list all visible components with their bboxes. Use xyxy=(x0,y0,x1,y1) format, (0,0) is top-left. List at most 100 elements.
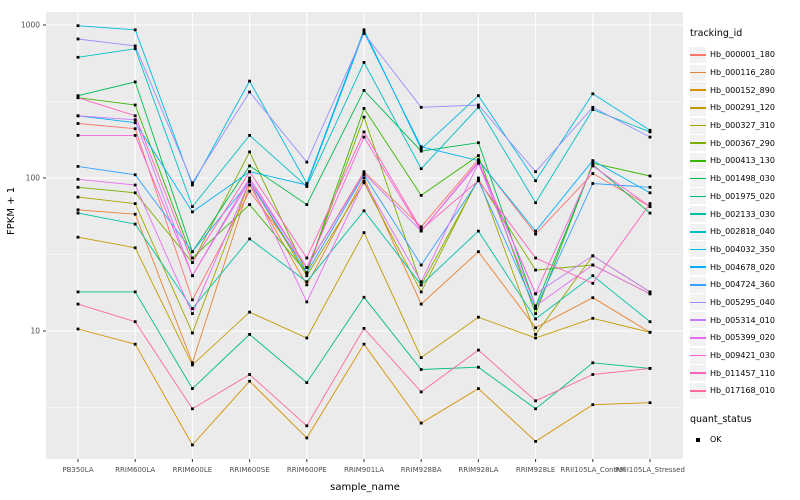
data-point xyxy=(76,327,80,331)
legend-key-swatch xyxy=(690,223,706,240)
legend-item-label: Hb_004678_020 xyxy=(710,262,775,272)
legend-item-label: Hb_002818_040 xyxy=(710,227,775,237)
legend-item-Hb_005295_040: Hb_005295_040 xyxy=(690,294,800,312)
data-point xyxy=(76,211,80,215)
legend-item-Hb_000327_310: Hb_000327_310 xyxy=(690,117,800,135)
legend-key-swatch xyxy=(690,259,706,276)
data-point xyxy=(133,320,137,324)
data-point xyxy=(305,266,309,269)
data-point xyxy=(248,373,251,376)
data-point xyxy=(419,145,423,149)
data-point xyxy=(76,235,80,239)
data-point xyxy=(248,164,251,168)
data-point xyxy=(305,185,309,188)
data-point xyxy=(419,167,423,171)
data-point xyxy=(477,229,480,233)
legend-key-swatch xyxy=(690,294,706,311)
data-point xyxy=(76,122,80,125)
y-tick-label: 100 xyxy=(26,174,41,183)
data-point xyxy=(591,164,595,168)
data-point xyxy=(248,176,251,180)
data-point xyxy=(648,292,652,296)
data-point xyxy=(648,185,652,189)
data-point xyxy=(477,250,480,254)
data-point xyxy=(419,105,423,109)
data-point xyxy=(191,312,194,315)
data-point xyxy=(76,37,80,41)
legend-item-label: Hb_001498_030 xyxy=(710,174,775,184)
data-point xyxy=(648,174,652,178)
legend-item-Hb_002818_040: Hb_002818_040 xyxy=(690,223,800,241)
data-point xyxy=(76,177,80,181)
data-point xyxy=(305,183,309,187)
legend-item-label: Hb_000001_180 xyxy=(710,50,775,60)
data-point xyxy=(477,365,480,369)
data-point xyxy=(76,195,80,199)
data-point xyxy=(305,182,309,185)
data-point xyxy=(419,225,423,229)
data-point xyxy=(419,149,423,153)
data-point xyxy=(191,181,194,185)
data-point xyxy=(133,191,137,195)
legend-item-label: Hb_000116_280 xyxy=(710,68,775,78)
legend-item-label: Hb_011457_110 xyxy=(710,368,775,378)
data-point xyxy=(133,290,137,294)
data-point xyxy=(591,281,595,285)
data-point xyxy=(648,128,652,132)
legend-key-swatch xyxy=(690,135,706,152)
legend-item-label: Hb_000413_130 xyxy=(710,156,775,166)
data-point xyxy=(419,228,423,231)
legend-item-Hb_005314_010: Hb_005314_010 xyxy=(690,311,800,329)
data-point xyxy=(305,256,309,260)
data-point xyxy=(591,296,595,300)
data-point xyxy=(419,283,423,287)
data-points xyxy=(76,24,652,447)
data-point xyxy=(534,307,537,310)
data-point xyxy=(534,304,537,308)
x-tick-label: RRIM600SE xyxy=(230,466,270,474)
data-point xyxy=(191,331,194,335)
legend-key-swatch xyxy=(690,99,706,116)
data-point xyxy=(591,108,595,111)
legend-item-label: Hb_002133_030 xyxy=(710,209,775,219)
data-point xyxy=(362,28,366,32)
data-point xyxy=(76,290,80,294)
legend-key-swatch xyxy=(690,82,706,99)
legend-panel: tracking_id Hb_000001_180 Hb_000116_280 Hb… xyxy=(690,28,800,448)
data-point xyxy=(191,274,194,278)
data-point xyxy=(305,336,309,340)
data-point xyxy=(133,222,137,226)
data-point xyxy=(477,177,480,181)
data-point xyxy=(133,80,137,84)
legend-item-Hb_001498_030: Hb_001498_030 xyxy=(690,170,800,188)
legend-title-quant-status: quant_status xyxy=(690,413,752,425)
data-point xyxy=(305,381,309,384)
data-point xyxy=(248,150,251,154)
data-point xyxy=(191,407,194,411)
data-point xyxy=(191,210,194,214)
data-point xyxy=(419,229,423,233)
data-point xyxy=(191,183,194,187)
data-point xyxy=(305,436,309,440)
data-point xyxy=(76,94,80,98)
y-tick-label: 1000 xyxy=(21,21,40,30)
data-point xyxy=(534,440,537,443)
data-point xyxy=(648,320,652,324)
axes: 10 100 1000 PB350LA RRIM600LA RRIM600LE RRIM60… xyxy=(21,21,685,475)
data-point xyxy=(76,165,80,168)
legend-item-label: Hb_005399_020 xyxy=(710,333,775,343)
data-point xyxy=(648,211,652,215)
legend-item-label: Hb_000367_290 xyxy=(710,138,775,148)
data-point xyxy=(305,300,309,304)
data-point xyxy=(591,161,595,165)
data-point xyxy=(362,130,366,134)
data-point xyxy=(133,212,137,216)
data-point xyxy=(248,90,251,94)
legend-item-Hb_000001_180: Hb_000001_180 xyxy=(690,46,800,64)
data-point xyxy=(76,185,80,189)
legend-key-swatch xyxy=(690,170,706,187)
data-point xyxy=(419,280,423,284)
data-point xyxy=(648,130,652,134)
data-point xyxy=(248,310,251,314)
